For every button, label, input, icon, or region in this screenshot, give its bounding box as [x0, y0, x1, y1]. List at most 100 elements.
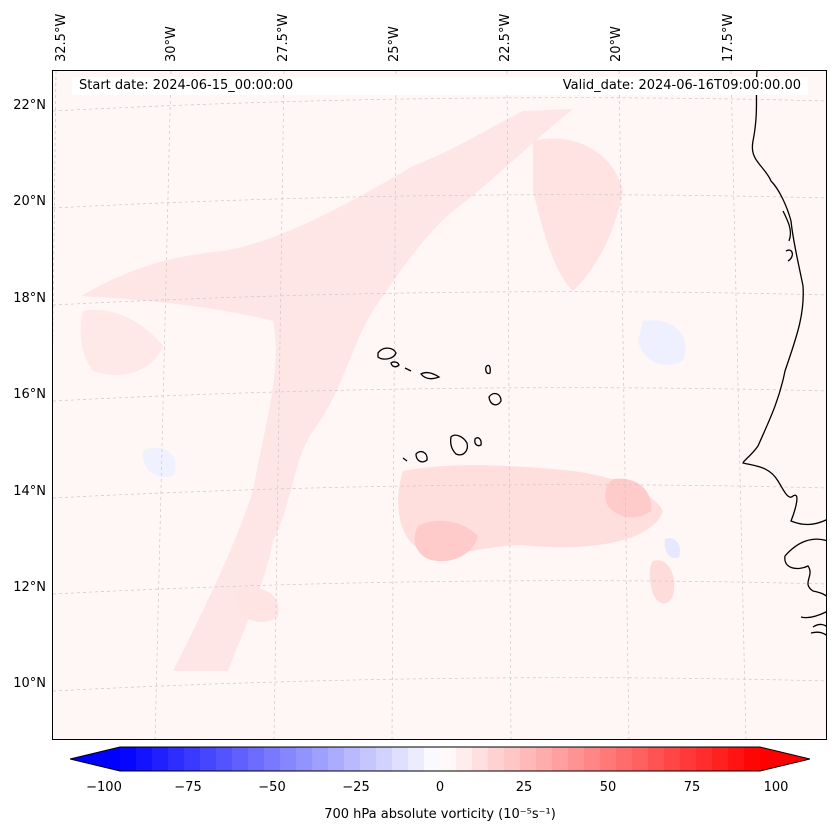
colorbar-segment — [600, 747, 617, 771]
lon-label-25w: 25°W — [387, 26, 402, 62]
negative-vorticity-patch-2 — [638, 320, 686, 365]
colorbar-segment — [312, 747, 329, 771]
colorbar-extend-high — [760, 747, 810, 771]
cape-verde-island-4 — [420, 371, 441, 380]
colorbar-segment — [616, 747, 633, 771]
positive-vorticity-band-west — [80, 310, 163, 375]
colorbar-outline — [70, 746, 810, 772]
colorbar-segment — [504, 747, 521, 771]
coastline-south — [784, 538, 826, 597]
african-coastline — [742, 71, 826, 526]
lon-label-22-5w: 22.5°W — [498, 13, 513, 62]
colorbar-segment — [680, 747, 697, 771]
positive-vorticity-core-east — [605, 478, 652, 518]
colorbar-segment — [520, 747, 537, 771]
colorbar-segments — [70, 747, 810, 771]
positive-vorticity-filament — [649, 560, 675, 604]
colorbar-segment — [216, 747, 233, 771]
lat-label-18n: 18°N — [13, 291, 46, 306]
colorbar-segment — [168, 747, 185, 771]
vorticity-contours — [80, 109, 686, 671]
colorbar-tick-75: 75 — [683, 780, 701, 795]
colorbar-segment — [696, 747, 713, 771]
colorbar-tick-neg25: −25 — [342, 780, 370, 795]
negative-vorticity-patch-3 — [142, 447, 176, 478]
lat-label-14n: 14°N — [13, 484, 46, 499]
colorbar-segment — [264, 747, 281, 771]
colorbar-extend-low — [70, 747, 120, 771]
colorbar-segment — [376, 747, 393, 771]
colorbar-tick-0: 0 — [435, 780, 445, 795]
colorbar-segment — [552, 747, 569, 771]
colorbar-segment — [296, 747, 313, 771]
coastline-islands-south — [800, 611, 826, 636]
cape-verde-island-10 — [402, 457, 408, 462]
start-date-label: Start date: 2024-06-15_00:00:00 — [79, 78, 294, 93]
negative-vorticity-patch — [664, 538, 681, 559]
graticule — [53, 71, 826, 739]
coastlines — [377, 71, 826, 636]
colorbar-segment — [472, 747, 489, 771]
cape-verde-island-2 — [390, 361, 400, 368]
colorbar-segment — [440, 747, 457, 771]
positive-vorticity-south — [233, 587, 279, 623]
valid-date-label: Valid_date: 2024-06-16T09:00:00.00 — [562, 78, 801, 93]
coastline-north-sahara — [782, 210, 793, 262]
positive-vorticity-northeast — [533, 138, 623, 291]
colorbar-segment — [488, 747, 505, 771]
colorbar-segment — [728, 747, 745, 771]
colorbar-segment — [328, 747, 345, 771]
cape-verde-island-7 — [450, 434, 469, 456]
colorbar — [70, 746, 810, 772]
colorbar-segment — [184, 747, 201, 771]
positive-vorticity-band-northwest — [81, 109, 573, 671]
cape-verde-island-1 — [377, 347, 397, 360]
colorbar-segment — [408, 747, 425, 771]
lat-label-12n: 12°N — [13, 580, 46, 595]
colorbar-tick-neg75: −75 — [174, 780, 202, 795]
lon-label-20w: 20°W — [609, 26, 624, 62]
colorbar-segment — [424, 747, 441, 771]
colorbar-segment — [664, 747, 681, 771]
lat-label-20n: 20°N — [13, 194, 46, 209]
colorbar-segment — [360, 747, 377, 771]
colorbar-segment — [584, 747, 601, 771]
positive-vorticity-core-central — [414, 520, 478, 562]
colorbar-tick-50: 50 — [599, 780, 617, 795]
colorbar-tick-neg100: −100 — [86, 780, 122, 795]
lon-label-30w: 30°W — [164, 26, 179, 62]
colorbar-segment — [232, 747, 249, 771]
lat-label-10n: 10°N — [13, 676, 46, 691]
lon-label-27-5w: 27.5°W — [276, 13, 291, 62]
lat-label-22n: 22°N — [13, 98, 46, 113]
colorbar-segment — [280, 747, 297, 771]
map-panel[interactable] — [52, 70, 827, 740]
colorbar-segment — [392, 747, 409, 771]
colorbar-segment — [136, 747, 153, 771]
colorbar-tick-25: 25 — [515, 780, 533, 795]
colorbar-segment — [648, 747, 665, 771]
cape-verde-island-5 — [485, 364, 491, 375]
colorbar-segment — [712, 747, 729, 771]
colorbar-segment — [200, 747, 217, 771]
colorbar-segment — [632, 747, 649, 771]
colorbar-label: 700 hPa absolute vorticity (10⁻⁵s⁻¹) — [324, 807, 556, 822]
vorticity-field-map — [53, 71, 826, 739]
colorbar-segment — [344, 747, 361, 771]
colorbar-segment — [744, 747, 761, 771]
colorbar-segment — [456, 747, 473, 771]
lat-label-16n: 16°N — [13, 387, 46, 402]
colorbar-segment — [536, 747, 553, 771]
colorbar-tick-neg50: −50 — [258, 780, 286, 795]
colorbar-segment — [568, 747, 585, 771]
colorbar-tick-100: 100 — [763, 780, 789, 795]
lon-label-32-5w: 32.5°W — [54, 13, 69, 62]
cape-verde-island-8 — [474, 437, 482, 447]
colorbar-segment — [152, 747, 169, 771]
colorbar-segment — [120, 747, 137, 771]
cape-verde-island-9 — [415, 450, 428, 463]
colorbar-segment — [248, 747, 265, 771]
map-info-bar — [72, 77, 808, 95]
cape-verde-island-6 — [488, 392, 502, 406]
cape-verde-island-3 — [404, 367, 412, 372]
